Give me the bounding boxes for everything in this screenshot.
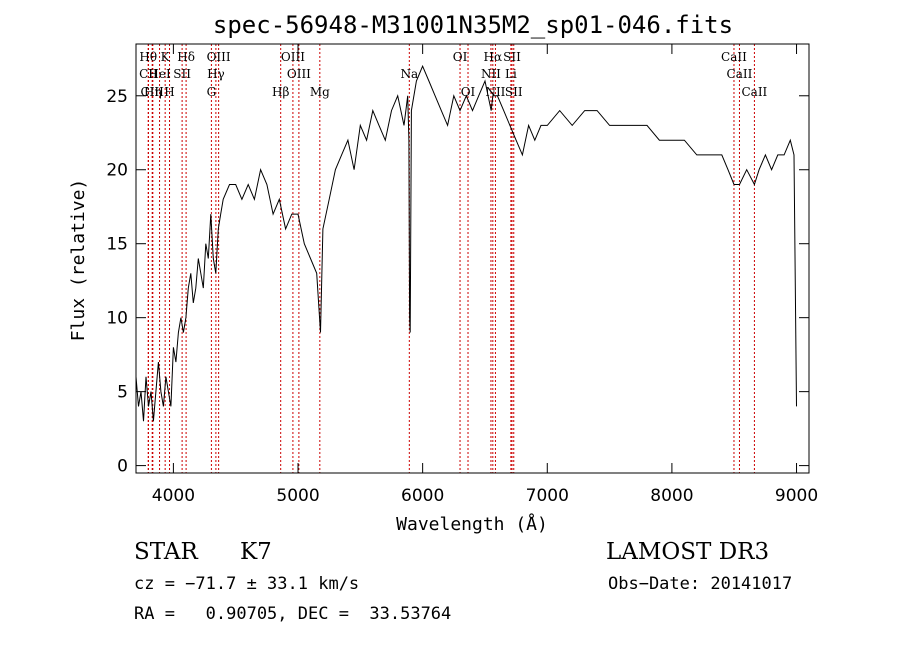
spectral-line-label: Hα	[484, 50, 503, 64]
spectral-line-label: CII	[139, 67, 158, 81]
spectral-line-label: HeI	[148, 67, 171, 81]
spectral-line-label: Hγ	[207, 67, 225, 81]
chart-title: spec-56948-M31001N35M2_sp01-046.fits	[213, 11, 733, 39]
spectral-line-label: OIII	[287, 67, 311, 81]
x-axis-label: Wavelength (Å)	[396, 513, 548, 535]
y-tick-label: 10	[106, 309, 128, 329]
spectral-line-label: NII	[485, 85, 505, 99]
spectral-line-label: Mg	[310, 85, 330, 99]
spectral-line-label: NII	[481, 67, 501, 81]
survey-name: LAMOST DR3	[606, 539, 770, 565]
x-tick-label: 7000	[526, 486, 569, 506]
observation-date: Obs−Date: 20141017	[608, 574, 793, 594]
spectral-line-label: Hθ	[139, 50, 157, 64]
y-tick-label: 25	[106, 87, 128, 107]
flux-series-line	[135, 64, 797, 422]
spectral-line-label: CaII	[741, 85, 767, 99]
spectral-line-label: OI	[453, 50, 468, 64]
spectral-line-label: Hη	[144, 85, 162, 99]
spectral-line-label: Hβ	[272, 85, 289, 99]
x-tick-label: 9000	[775, 486, 818, 506]
spectral-line-label: CaII	[721, 50, 747, 64]
y-tick-label: 5	[117, 383, 128, 403]
x-tick-label: 8000	[650, 486, 693, 506]
spectral-line-label: K	[161, 50, 171, 64]
spectral-line-label: SII	[505, 85, 523, 99]
spectral-line-label: OI	[461, 85, 476, 99]
y-axis-label: Flux (relative)	[68, 179, 89, 342]
redshift-velocity: cz = −71.7 ± 33.1 km/s	[134, 574, 360, 594]
spectral-line-label: OIII	[281, 50, 305, 64]
object-class: STAR	[134, 539, 198, 565]
x-tick-label: 4000	[152, 486, 195, 506]
spectral-line-label: H	[164, 85, 174, 99]
y-tick-label: 15	[106, 235, 128, 255]
spectral-line-label: Hδ	[177, 50, 195, 64]
spectral-line-label: SII	[173, 67, 191, 81]
y-tick-label: 20	[106, 161, 128, 181]
spectral-line-label: SII	[503, 50, 521, 64]
object-subclass: K7	[240, 539, 272, 565]
y-tick-label: 0	[117, 457, 128, 477]
spectral-line-label: CIII	[140, 85, 164, 99]
x-tick-label: 5000	[276, 486, 319, 506]
plot-frame	[135, 43, 810, 474]
spectral-line-label: CaII	[727, 67, 753, 81]
x-axis-ticks: 4000 5000 6000 7000 8000 9000	[152, 44, 818, 506]
x-tick-label: 6000	[401, 486, 444, 506]
spectral-line-labels: Hθ CII CIII K HeI Hη H SII Hδ OIII Hγ G OIII OIII Hβ Mg…	[139, 50, 767, 99]
spectral-line-label: OIII	[207, 50, 231, 64]
spectral-line-label: Na	[400, 67, 418, 81]
y-axis-ticks: 0 5 10 15 20 25	[106, 87, 809, 477]
spectral-line-label: Li	[505, 67, 517, 81]
coordinates: RA = 0.90705, DEC = 33.53764	[134, 604, 452, 624]
spectral-line-label: G	[207, 85, 217, 99]
